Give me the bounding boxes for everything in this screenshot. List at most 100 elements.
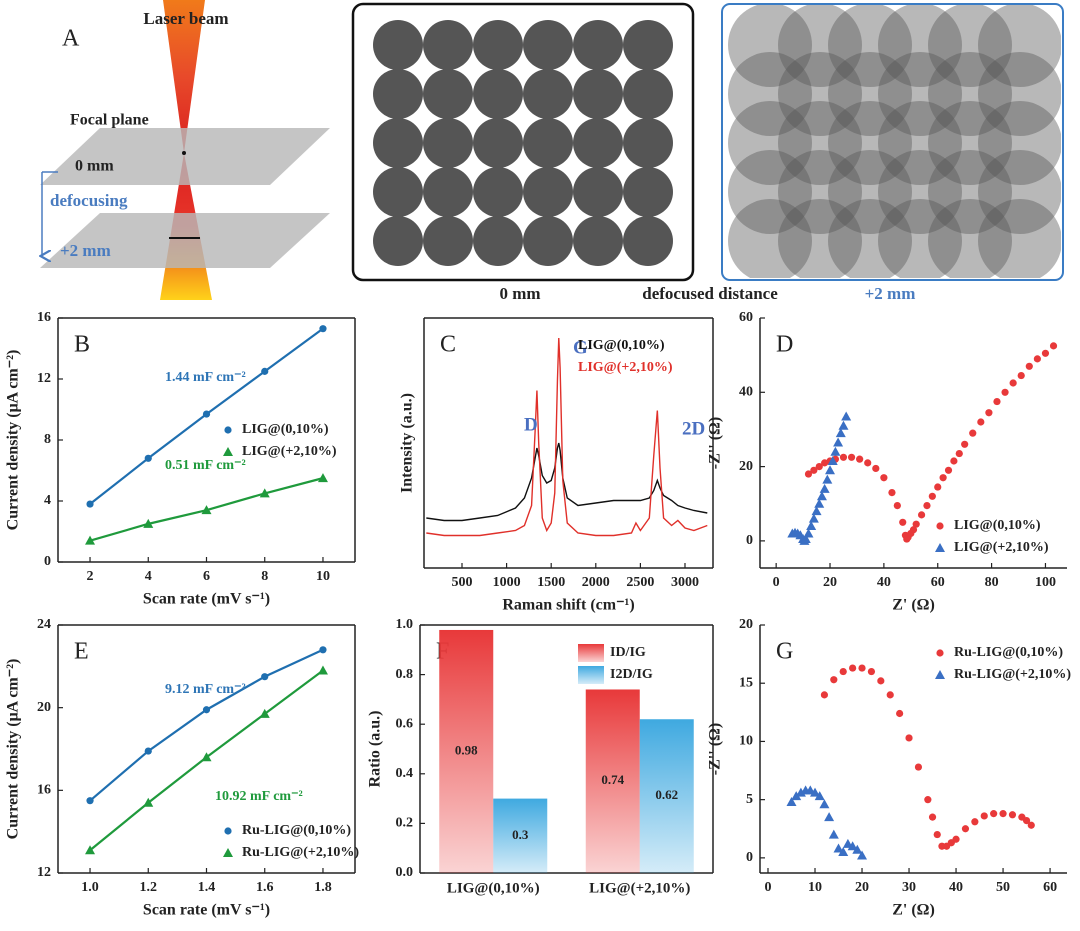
- spectrum-line: [426, 337, 708, 537]
- spot: [623, 216, 673, 266]
- x-tick-label: 20: [823, 575, 837, 590]
- spot: [828, 150, 912, 234]
- spot: [978, 101, 1061, 185]
- point: [955, 449, 963, 458]
- x-tick-label: 10: [316, 569, 330, 584]
- point: [857, 850, 868, 860]
- point: [811, 506, 822, 516]
- spot: [828, 199, 912, 278]
- spot: [373, 20, 423, 70]
- point: [835, 428, 846, 438]
- point: [814, 498, 825, 508]
- spectrum-line: [426, 442, 708, 522]
- spot: [473, 118, 523, 168]
- legend-label: Ru-LIG@(0,10%): [242, 823, 351, 838]
- point: [144, 747, 152, 755]
- point: [880, 474, 888, 482]
- x-tick-label: 1.6: [256, 880, 274, 895]
- legend-label: LIG@(0,10%): [578, 338, 665, 353]
- x-tick-label: 1.0: [81, 880, 99, 895]
- spot: [423, 216, 473, 266]
- point: [143, 797, 154, 807]
- legend-marker: [223, 848, 233, 857]
- y-tick-label: 16: [37, 783, 51, 798]
- point: [259, 708, 270, 718]
- point: [202, 410, 211, 418]
- point: [808, 513, 819, 523]
- spot: [928, 5, 1012, 87]
- panel-label: B: [74, 332, 90, 358]
- point: [144, 454, 152, 462]
- y-tick-label: 8: [44, 432, 51, 447]
- spot: [623, 20, 673, 70]
- y-tick-label: 5: [746, 792, 753, 807]
- bar: [439, 629, 494, 873]
- point: [888, 488, 896, 497]
- point: [1033, 355, 1041, 363]
- x-axis-title: Z' (Ω): [892, 902, 935, 919]
- label: +2 mm: [60, 241, 111, 260]
- point: [1041, 349, 1050, 357]
- point: [971, 818, 979, 826]
- y-tick-label: 0.2: [396, 816, 414, 831]
- point: [261, 367, 269, 375]
- laser-beam: [163, 0, 205, 153]
- point: [816, 491, 827, 501]
- point: [877, 677, 885, 685]
- x-tick-label: 50: [996, 880, 1010, 895]
- point: [914, 763, 923, 771]
- x-tick-label: 2500: [626, 575, 654, 590]
- legend-label: ID/IG: [610, 645, 646, 660]
- point: [928, 813, 937, 821]
- spot: [778, 199, 862, 278]
- y-tick-label: 20: [739, 459, 753, 474]
- value-label: 0.74: [601, 772, 624, 787]
- legend-marker: [936, 522, 944, 530]
- x-tick-label: 100: [1035, 575, 1056, 590]
- point: [847, 841, 858, 851]
- point: [841, 411, 852, 421]
- spot: [928, 199, 1012, 278]
- focal-point: [182, 151, 186, 155]
- point: [319, 646, 327, 654]
- spot: [778, 101, 862, 185]
- annotation: G: [573, 337, 588, 358]
- spot: [728, 150, 812, 234]
- bar: [639, 719, 694, 873]
- spot: [523, 20, 573, 70]
- spot: [878, 199, 962, 278]
- x-tick-label: 1.4: [198, 880, 216, 895]
- focal-plane: [40, 128, 330, 185]
- point: [849, 664, 857, 672]
- point: [839, 453, 848, 461]
- point: [838, 420, 849, 430]
- point: [819, 799, 830, 809]
- point: [833, 437, 844, 447]
- y-axis-title: Ratio (a.u.): [367, 711, 384, 788]
- point: [261, 673, 269, 681]
- caption: defocused distance: [642, 284, 778, 303]
- point: [800, 534, 811, 544]
- y-tick-label: 0: [746, 850, 753, 865]
- y-tick-label: 12: [37, 865, 51, 880]
- y-tick-label: 20: [37, 700, 51, 715]
- y-axis-title: -Z'' (Ω): [707, 417, 724, 469]
- focused-box: [351, 2, 695, 282]
- y-axis-title: -Z'' (Ω): [707, 723, 724, 775]
- spot: [573, 69, 623, 119]
- x-tick-label: 20: [855, 880, 869, 895]
- point: [952, 835, 960, 843]
- point: [85, 845, 96, 855]
- fit-line: [89, 648, 324, 802]
- spot: [573, 167, 623, 217]
- point: [804, 470, 813, 478]
- label: 0 mm: [75, 158, 114, 175]
- point: [791, 791, 802, 801]
- point: [886, 691, 894, 699]
- caption: +2 mm: [865, 284, 916, 303]
- x-tick-label: LIG@(+2,10%): [589, 880, 690, 896]
- y-tick-label: 0: [746, 533, 753, 548]
- point: [202, 706, 211, 714]
- spot: [573, 216, 623, 266]
